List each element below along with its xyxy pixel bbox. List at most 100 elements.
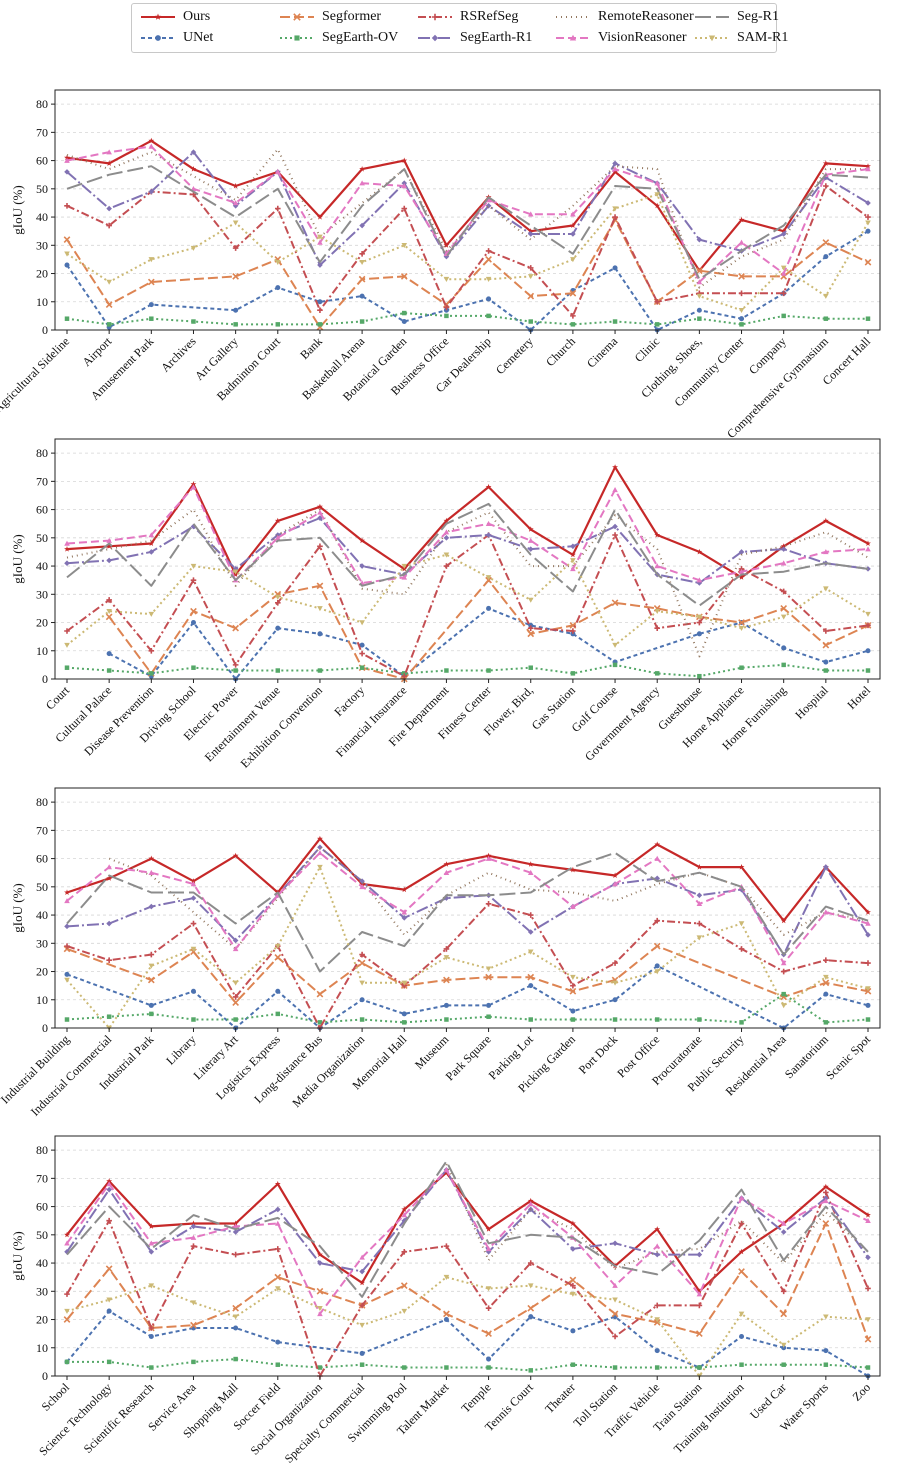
series-line-segearth-r1: [66, 151, 869, 267]
data-point: [612, 319, 618, 324]
data-point: [822, 239, 830, 246]
data-point: [232, 200, 239, 206]
data-point: [232, 272, 239, 280]
data-point: [64, 169, 70, 175]
data-point: [570, 322, 576, 327]
data-point: [274, 517, 281, 524]
series-line-remotereasoner: [66, 148, 868, 289]
plot-frame: [54, 89, 881, 331]
data-point: [316, 1287, 324, 1295]
data-point: [232, 1251, 239, 1258]
data-point: [106, 279, 112, 285]
data-point: [697, 316, 702, 321]
data-point: [612, 166, 618, 172]
data-point: [738, 921, 745, 927]
legend-label: RemoteReasoner: [598, 9, 694, 24]
y-axis-label: gIoU (%): [10, 185, 25, 234]
data-point: [64, 943, 70, 949]
data-point: [654, 202, 661, 209]
data-point: [64, 154, 70, 161]
series-line-visionreasoner: [66, 851, 869, 965]
legend-marker: [154, 13, 162, 20]
legend-swatch: [280, 35, 314, 41]
y-tick-label: 60: [36, 154, 48, 168]
data-point: [781, 1362, 786, 1367]
data-point: [823, 991, 829, 997]
series-remotereasoner: [445, 1163, 869, 1270]
data-point: [64, 971, 70, 977]
data-point: [106, 322, 112, 327]
data-point: [485, 1330, 492, 1338]
legend-item-segformer: Segformer: [279, 7, 381, 27]
data-point: [696, 548, 703, 555]
data-point: [654, 1243, 661, 1249]
data-point: [823, 1314, 829, 1320]
y-tick-label: 50: [36, 1228, 48, 1242]
data-point: [781, 313, 786, 319]
data-point: [232, 662, 239, 668]
data-point: [738, 1311, 745, 1317]
data-point: [401, 180, 408, 186]
legend-item-unet: UNet: [140, 28, 213, 48]
data-point: [274, 205, 281, 212]
series-line-seg-r1: [66, 1160, 869, 1298]
data-point: [822, 160, 829, 166]
data-point: [148, 549, 155, 555]
x-tick-label: Media Organization: [289, 1032, 367, 1110]
data-point: [443, 946, 450, 952]
data-point: [401, 980, 408, 986]
data-point: [570, 1220, 576, 1226]
data-point: [865, 228, 871, 234]
data-point: [147, 278, 155, 286]
data-point: [190, 245, 197, 251]
legend-label: VisionReasoner: [598, 30, 687, 45]
y-tick-label: 10: [36, 644, 48, 658]
data-point: [64, 923, 70, 930]
data-point: [570, 982, 576, 989]
data-point: [611, 1310, 619, 1318]
data-point: [612, 160, 618, 167]
data-point: [739, 316, 745, 322]
data-point: [865, 622, 871, 629]
data-point: [865, 611, 871, 617]
data-point: [528, 1368, 533, 1373]
data-point: [738, 864, 745, 870]
data-point: [697, 1017, 702, 1022]
data-point: [148, 963, 155, 969]
data-point: [106, 222, 112, 229]
data-point: [865, 668, 871, 673]
data-point: [780, 588, 787, 595]
data-point: [780, 614, 787, 620]
data-point: [64, 202, 70, 209]
data-point: [697, 673, 702, 679]
x-tick-label: Financial Insurance: [333, 683, 410, 760]
series-line-seg-r1: [66, 502, 869, 607]
series-line-seg-r1: [66, 851, 869, 973]
series-line-rsrefseg: [66, 1191, 869, 1377]
data-point: [443, 955, 450, 961]
data-point: [106, 875, 113, 881]
data-point: [233, 668, 238, 673]
y-tick-label: 70: [36, 125, 48, 139]
data-point: [780, 231, 787, 237]
data-point: [64, 546, 70, 552]
data-point: [359, 1279, 365, 1286]
data-point: [865, 1212, 871, 1218]
data-point: [317, 1365, 323, 1370]
data-point: [274, 169, 281, 175]
data-point: [317, 239, 323, 245]
data-point: [191, 1359, 196, 1365]
data-point: [402, 1020, 407, 1025]
legend-swatch: [695, 35, 729, 42]
data-point: [485, 520, 492, 526]
data-point: [485, 276, 492, 282]
data-point: [528, 1017, 533, 1022]
data-point: [738, 625, 745, 631]
y-tick-label: 50: [36, 182, 48, 196]
data-point: [401, 183, 408, 189]
data-point: [696, 580, 703, 586]
x-tick-label: Zoo: [850, 1380, 874, 1404]
y-tick-label: 40: [36, 908, 48, 922]
legend-marker: [293, 13, 301, 21]
data-point: [64, 628, 70, 634]
